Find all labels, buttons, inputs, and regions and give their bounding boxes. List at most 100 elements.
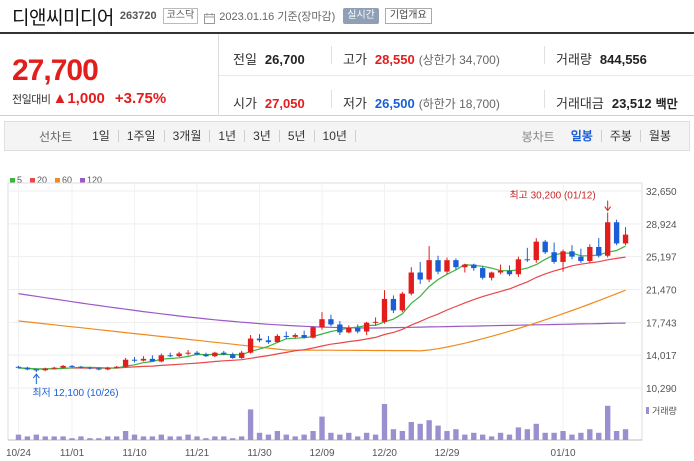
chart-frame (7, 182, 643, 441)
candle-body (122, 359, 129, 367)
candle-body (51, 367, 57, 369)
candle-body (381, 298, 388, 322)
low-annotation: 최저 12,100 (10/26) (32, 387, 118, 399)
volume-bar (33, 434, 39, 440)
candle-body (78, 366, 84, 368)
period-1d[interactable]: 1일 (84, 130, 119, 142)
candle-body (292, 335, 298, 337)
volume-bar (506, 434, 513, 440)
volume-bar (515, 427, 522, 440)
candle-body (480, 268, 486, 278)
line-chart-label: 선차트 (39, 129, 73, 144)
candle-monthly[interactable]: 월봉 (648, 129, 671, 143)
candle-body (328, 319, 334, 325)
realtime-button[interactable]: 실시간 (343, 8, 379, 24)
candle-weekly[interactable]: 주봉 (602, 130, 641, 142)
volume-bar (158, 434, 164, 440)
volume-bar (140, 436, 147, 440)
volume-bar (417, 423, 423, 440)
volume-bar (230, 438, 236, 440)
x-tick-label: 11/10 (122, 448, 147, 459)
y-tick-label: 28,924 (646, 220, 677, 231)
period-3m[interactable]: 3개월 (165, 130, 211, 142)
current-price: 27,700 (12, 54, 99, 87)
candle-body (605, 222, 611, 256)
y-tick-label: 25,197 (646, 253, 677, 264)
volume-bar (524, 429, 531, 440)
calendar-icon (204, 11, 216, 24)
period-1w[interactable]: 1주일 (119, 130, 165, 142)
volume-bar (551, 432, 557, 440)
candle-body (96, 368, 102, 370)
volume-bar (435, 425, 441, 440)
x-tick-label: 12/09 (309, 448, 334, 459)
y-tick-label: 21,470 (646, 286, 677, 297)
volume-bar (355, 436, 361, 440)
period-10y[interactable]: 10년 (315, 130, 356, 142)
row-separator (219, 75, 694, 76)
volume-bar (471, 432, 477, 440)
volume-bar (426, 420, 432, 440)
candle-body (417, 272, 423, 280)
candle-body (310, 327, 316, 338)
candle-body (158, 355, 164, 362)
volume: 거래량 844,556 (556, 52, 647, 67)
candle-body (167, 355, 173, 357)
volume-bar (122, 431, 129, 440)
legend-ma5: 5 (10, 175, 22, 185)
candle-daily[interactable]: 일봉 (563, 130, 602, 142)
volume-bar (337, 434, 343, 440)
volume-bar (488, 436, 495, 440)
volume-bar (578, 432, 584, 440)
candle-body (506, 270, 513, 275)
volume-bar (203, 438, 209, 440)
volume-bar (256, 432, 263, 440)
candle-body (176, 353, 182, 357)
volume-bar (569, 434, 575, 440)
candle-body (274, 335, 281, 343)
volume-bar (176, 436, 182, 440)
volume-bar (292, 436, 298, 440)
x-tick-label: 12/20 (372, 448, 397, 459)
market-badge: 코스닥 (162, 8, 199, 24)
column-separator (331, 46, 332, 64)
change-percent: +3.75% (114, 90, 167, 107)
candle-body (230, 354, 236, 358)
y-tick-label: 14,017 (646, 351, 677, 362)
candle-body (533, 241, 539, 261)
y-tick-label: 10,290 (646, 384, 677, 395)
candle-body (426, 260, 432, 280)
candle-body (355, 328, 361, 332)
candle-body (363, 322, 370, 332)
candle-body (462, 264, 468, 268)
period-1y[interactable]: 1년 (210, 130, 246, 142)
volume-bar (105, 436, 111, 440)
volume-bar (265, 434, 272, 440)
candle-body (444, 260, 450, 272)
x-tick-label: 12/29 (434, 448, 459, 459)
candle-body (578, 256, 584, 262)
volume-bar (247, 409, 254, 440)
period-3y[interactable]: 3년 (245, 130, 280, 142)
volume-bar (212, 436, 218, 440)
trade-amount: 거래대금 23,512 백만 (556, 96, 678, 111)
candle-body (622, 234, 629, 244)
candlestick-chart[interactable]: 32,650 28,924 25,197 21,470 17,743 14,017 10,2… (0, 168, 694, 461)
volume-bar (363, 432, 370, 440)
candle-body (497, 270, 504, 273)
x-tick-label: 11/01 (60, 448, 85, 459)
period-5y[interactable]: 5년 (280, 130, 315, 142)
price-change: 전일대비 ▲1,000 +3.75% (12, 90, 166, 107)
volume-bar (622, 429, 629, 440)
volume-bar (399, 431, 406, 440)
candle-body (42, 368, 48, 371)
legend-ma60: 60 (55, 175, 72, 185)
ma60-line (18, 289, 626, 352)
column-separator (331, 90, 332, 108)
candle-body (560, 251, 566, 262)
candle-body (569, 251, 575, 257)
volume-bar (15, 434, 22, 440)
company-overview-button[interactable]: 기업개요 (384, 8, 432, 24)
prev-close: 전일 26,700 (233, 52, 305, 67)
volume-bar (87, 438, 93, 440)
